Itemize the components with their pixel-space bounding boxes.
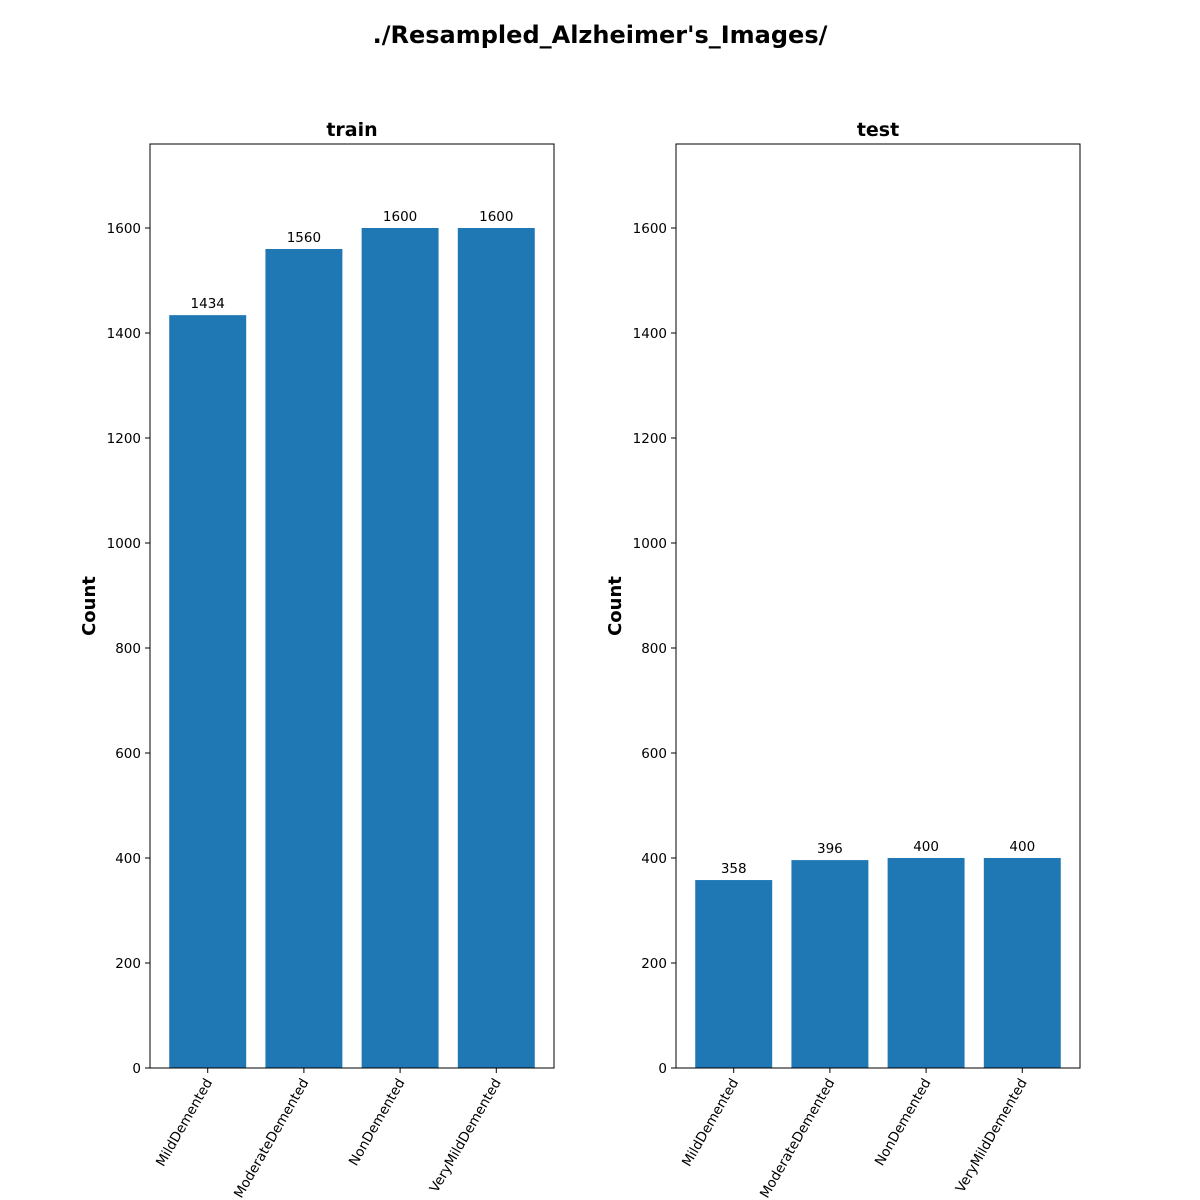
y-tick-label: 800 [641,641,667,657]
y-tick-label: 200 [115,956,141,972]
y-tick-label: 1000 [633,536,667,552]
axes-title: test [857,119,899,141]
bar-value-label: 1600 [383,209,417,225]
y-tick-label: 1400 [633,326,667,342]
y-tick-label: 1600 [107,221,141,237]
y-tick-label: 400 [641,851,667,867]
bar-NonDemented [361,228,439,1068]
y-tick-label: 200 [641,956,667,972]
bar-value-label: 400 [1009,839,1035,855]
y-tick-label: 1000 [107,536,141,552]
y-tick-label: 0 [658,1061,667,1077]
y-tick-label: 400 [115,851,141,867]
y-tick-label: 1200 [633,431,667,447]
bar-value-label: 358 [721,861,747,877]
bar-ModerateDemented [791,860,869,1068]
figure-suptitle: ./Resampled_Alzheimer's_Images/ [373,21,828,49]
axes-title: train [326,119,377,141]
bar-MildDemented [695,880,773,1068]
bar-value-label: 400 [913,839,939,855]
y-tick-label: 1400 [107,326,141,342]
axes-frame [149,143,555,1069]
bar-value-label: 1560 [287,230,321,246]
y-tick-label: 800 [115,641,141,657]
y-tick-label: 600 [115,746,141,762]
y-tick-label: 1200 [107,431,141,447]
bar-MildDemented [169,315,247,1068]
y-axis-label: Count [79,576,100,636]
y-tick-label: 0 [132,1061,141,1077]
train-axes: 1434 1560 1600 1600 0 200 400 600 800 1000 1200 140… [79,119,555,1200]
bar-value-label: 1434 [191,296,225,312]
y-axis-label: Count [605,576,626,636]
y-tick-label: 600 [641,746,667,762]
bar-NonDemented [887,858,965,1068]
bar-VeryMildDemented [983,858,1061,1068]
bar-ModerateDemented [265,249,343,1068]
y-tick-label: 1600 [633,221,667,237]
bar-value-label: 1600 [479,209,513,225]
bar-value-label: 396 [817,841,843,857]
bar-VeryMildDemented [457,228,535,1068]
axes-frame [675,143,1081,1069]
